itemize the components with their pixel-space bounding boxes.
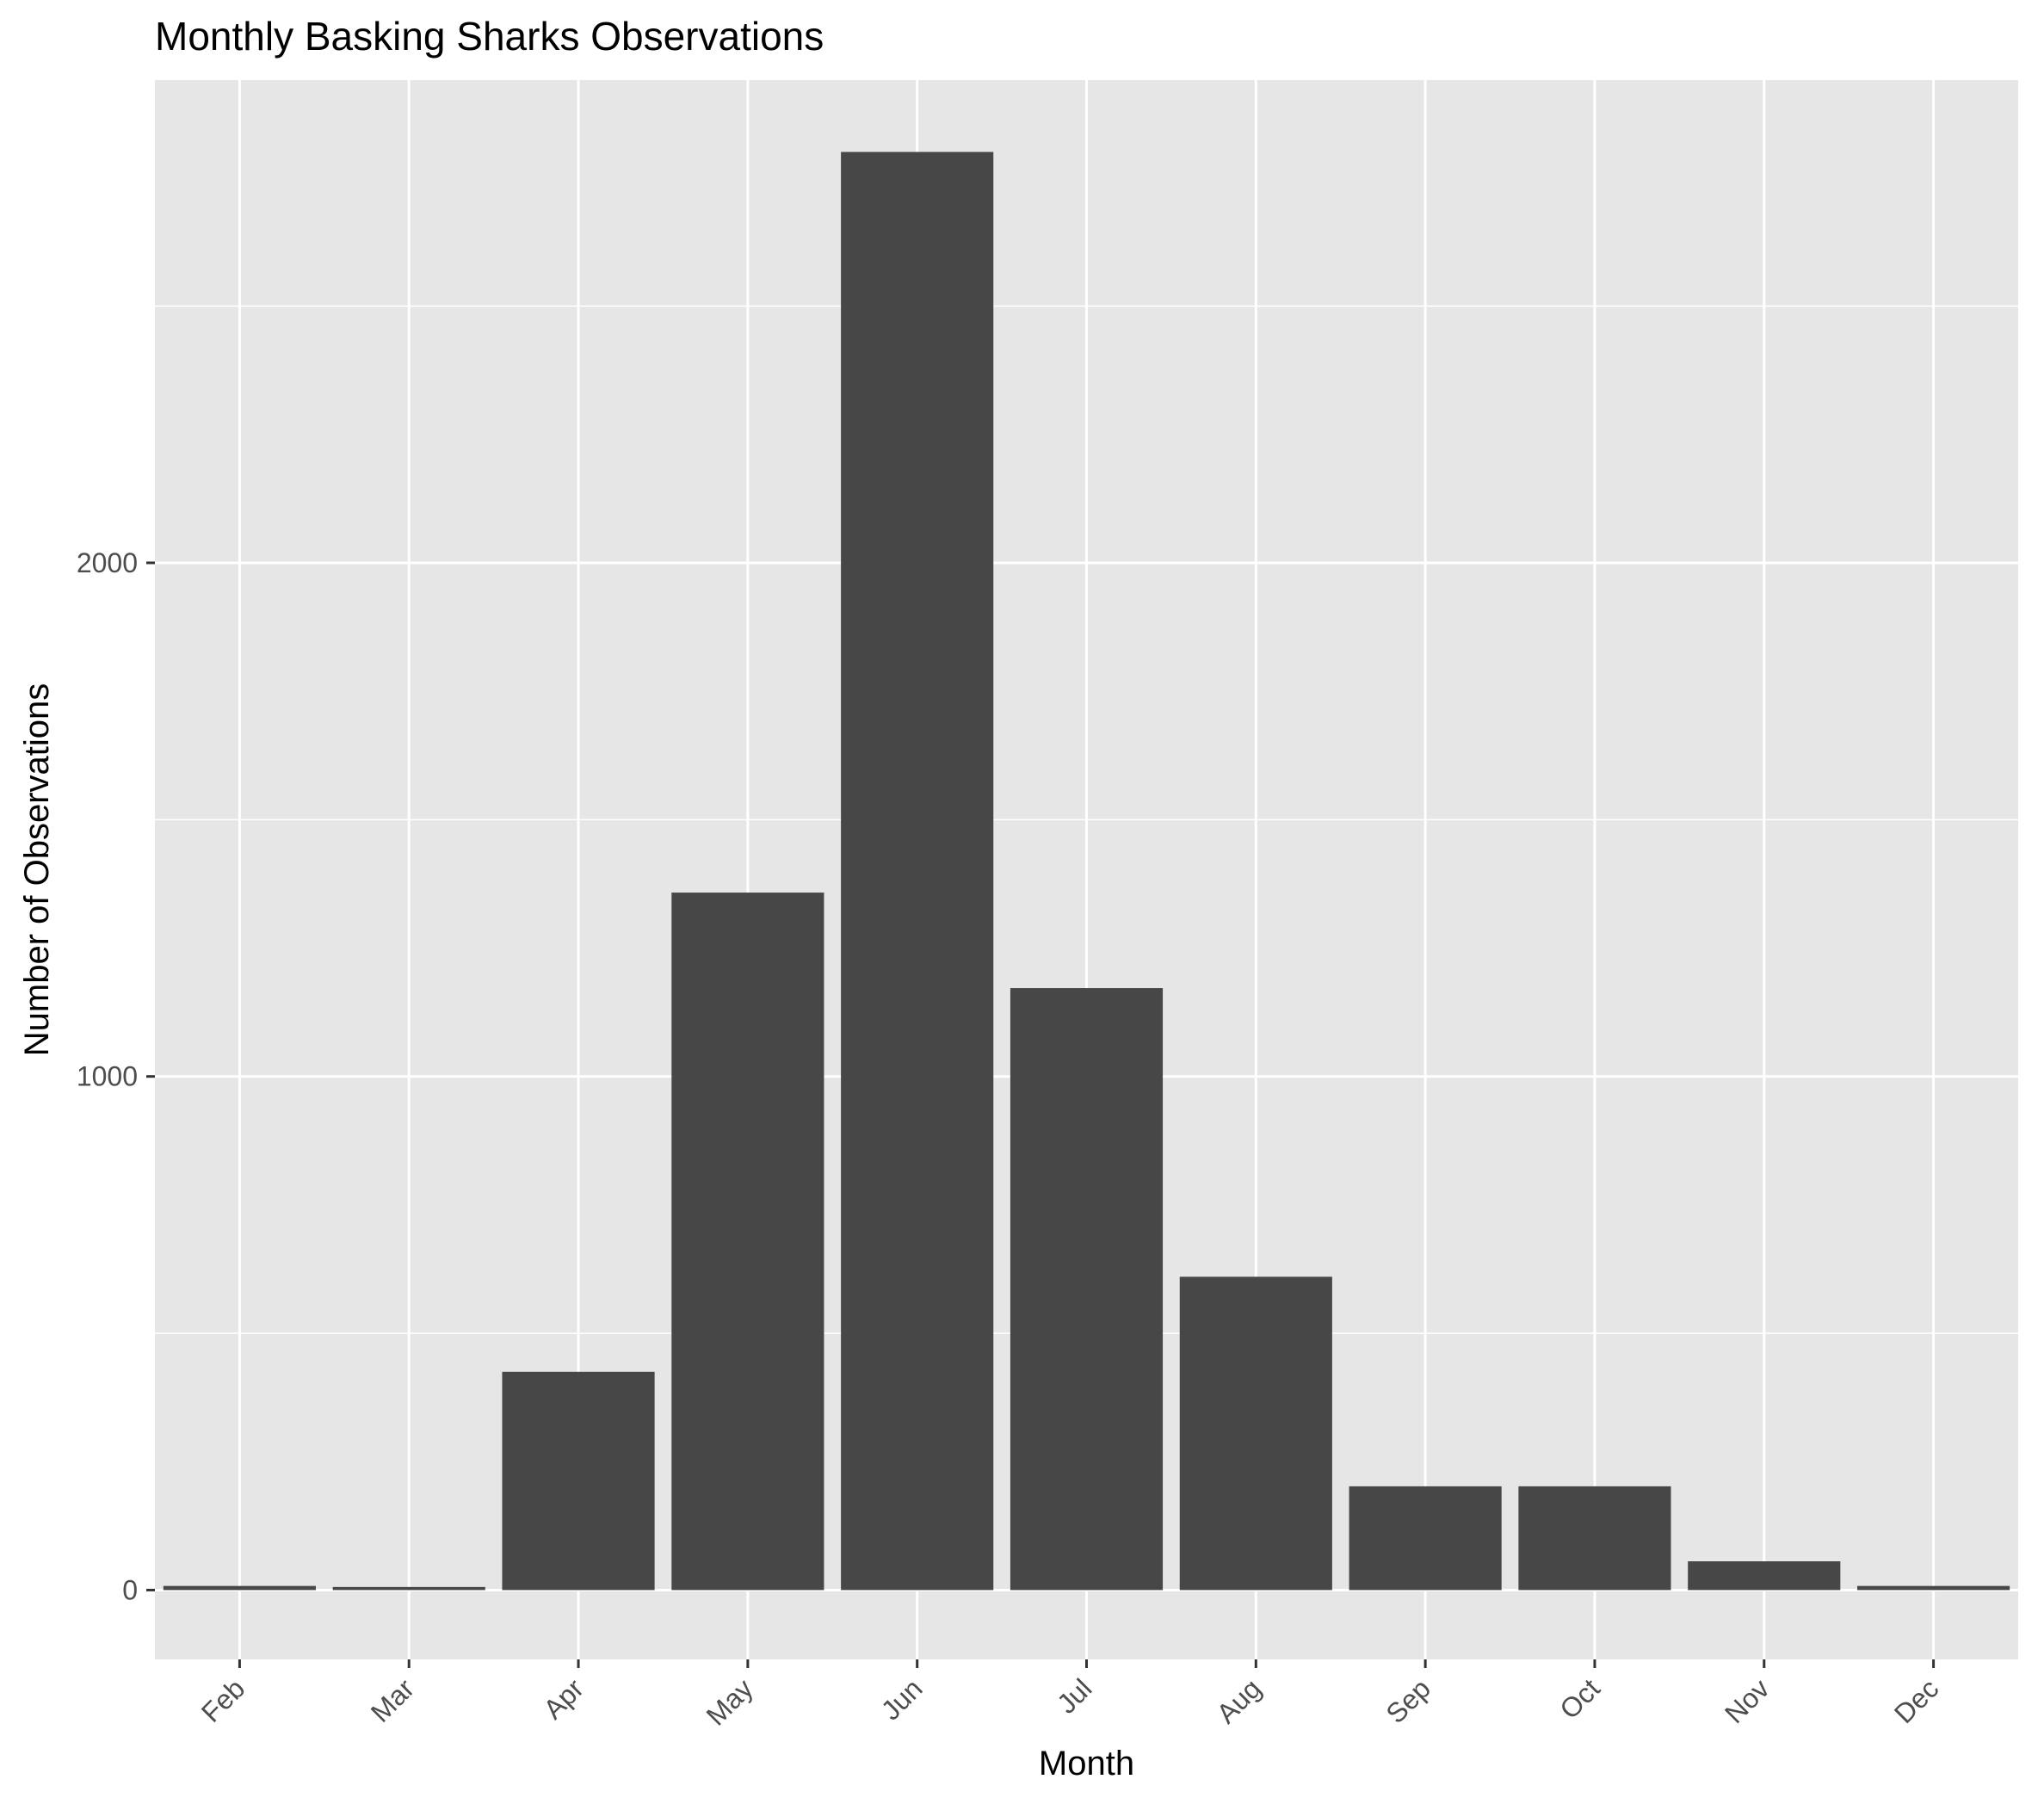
y-tick-label: 1000 (77, 1061, 138, 1092)
bar-apr (502, 1371, 655, 1591)
x-axis: Feb Mar Apr May Jun Jul Aug Sep Oct Nov Dec (195, 1659, 1945, 1732)
bar-nov (1688, 1561, 1841, 1591)
y-axis-label: Number of Observations (18, 683, 56, 1057)
x-tick-label: Sep (1380, 1672, 1436, 1729)
bar-aug (1179, 1276, 1332, 1591)
y-tick-label: 0 (122, 1574, 138, 1605)
bar-feb (163, 1585, 316, 1591)
chart-title: Monthly Basking Sharks Observations (155, 14, 824, 59)
bar-may (671, 893, 824, 1591)
bar-jul (1010, 988, 1164, 1591)
x-tick-label: Jul (1051, 1672, 1097, 1719)
x-tick-label: Oct (1553, 1672, 1606, 1725)
y-tick-label: 2000 (77, 547, 138, 578)
x-tick-label: May (701, 1672, 759, 1731)
x-axis-label: Month (1039, 1745, 1134, 1782)
x-tick-label: Nov (1719, 1672, 1775, 1729)
bar-oct (1518, 1486, 1671, 1591)
x-tick-label: Apr (537, 1672, 590, 1725)
x-tick-label: Mar (365, 1672, 421, 1728)
x-tick-label: Jun (875, 1672, 929, 1726)
bar-dec (1857, 1585, 2010, 1591)
x-tick-label: Feb (195, 1672, 250, 1727)
bar-jun (841, 151, 994, 1591)
y-axis: 0 1000 2000 (77, 547, 155, 1605)
bars-group (163, 151, 2010, 1591)
bar-sep (1349, 1486, 1502, 1591)
x-tick-label: Dec (1888, 1672, 1945, 1729)
x-tick-label: Aug (1211, 1672, 1268, 1729)
bar-mar (332, 1586, 485, 1591)
